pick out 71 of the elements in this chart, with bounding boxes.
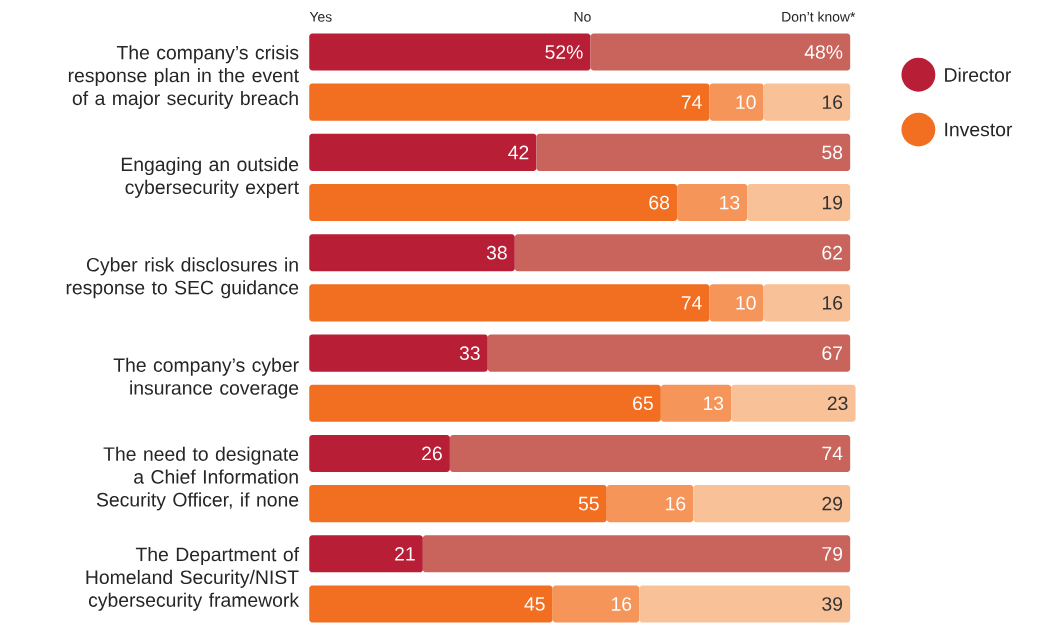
data-label: 79 (822, 546, 843, 561)
data-label: 62 (822, 245, 843, 260)
bar (309, 284, 710, 322)
data-label: 19 (822, 195, 843, 210)
bar (309, 535, 423, 573)
data-label: 23 (827, 396, 848, 411)
bar (309, 83, 710, 121)
y-tick-label: Cyber risk disclosures in response to SEC guidance (66, 257, 299, 299)
y-tick-label: The Department of Homeland Security/NIST cybersecurity framework (86, 547, 300, 611)
bar (747, 183, 851, 222)
data-label: 10 (736, 296, 756, 310)
data-label: 16 (611, 597, 632, 611)
bar (422, 535, 851, 573)
data-label: 48% (804, 45, 843, 59)
bar (606, 485, 694, 523)
bar (763, 284, 851, 322)
data-label: 33 (459, 346, 480, 360)
bar (309, 434, 450, 472)
bar (693, 485, 851, 523)
bar (709, 83, 764, 121)
data-label: 65 (633, 396, 653, 411)
data-label: 13 (703, 396, 724, 411)
bar (709, 284, 764, 322)
y-tick-label: The company’s cyber insurance coverage (113, 357, 299, 399)
bar (309, 33, 591, 71)
bar (590, 33, 851, 71)
bar (660, 384, 732, 422)
bar (731, 384, 856, 422)
legend-label: Director (945, 67, 1011, 82)
bar (309, 585, 553, 623)
data-label: 16 (822, 95, 843, 110)
bar (309, 183, 678, 222)
bar (309, 334, 488, 372)
data-label: 29 (822, 496, 843, 511)
data-label: 10 (736, 95, 756, 110)
bar (514, 234, 851, 272)
data-label: 74 (822, 446, 843, 461)
data-label: 16 (822, 296, 843, 310)
bar (309, 133, 537, 171)
data-label: 13 (720, 195, 740, 210)
data-label: 45 (524, 597, 545, 611)
data-label: 68 (649, 195, 670, 210)
y-tick-label: The need to designate a Chief Information Security Officer, if none (96, 446, 299, 511)
data-label: 16 (666, 496, 686, 511)
data-label: 38 (486, 245, 507, 260)
data-label: 67 (822, 346, 843, 360)
text: Don’t know* (782, 11, 856, 22)
legend-label: Investor (945, 122, 1013, 137)
data-label: 52% (545, 45, 583, 59)
data-label: 58 (822, 145, 843, 160)
data-label: 74 (681, 95, 702, 109)
data-label: 21 (395, 547, 415, 561)
data-label: 55 (578, 496, 599, 511)
data-label: 42 (508, 145, 529, 160)
bar (639, 585, 851, 623)
bar (309, 234, 515, 272)
data-label: 74 (681, 296, 702, 310)
data-label: 26 (422, 446, 442, 461)
y-tick-label: Engaging an outside cybersecurity expert (121, 156, 299, 198)
bar (487, 334, 851, 372)
data-label: 39 (822, 597, 843, 611)
bar (677, 183, 748, 222)
y-tick-label: The company’s crisis response plan in the event of a major security breach (68, 45, 299, 109)
bar (309, 384, 661, 422)
bar (536, 133, 851, 171)
bar (763, 83, 851, 121)
text: No (574, 12, 591, 22)
bar (309, 485, 607, 523)
text: Yes (309, 12, 332, 22)
bar (449, 434, 851, 472)
bar (552, 585, 640, 623)
